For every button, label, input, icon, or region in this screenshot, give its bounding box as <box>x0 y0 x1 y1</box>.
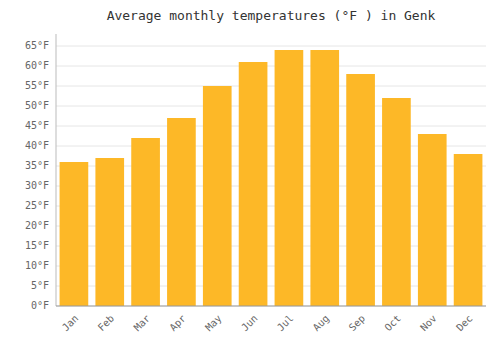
grid-line <box>56 106 486 107</box>
bar <box>454 154 483 306</box>
y-tick-label: 55°F <box>25 80 49 91</box>
bar <box>418 134 447 306</box>
y-tick-label: 45°F <box>25 120 49 131</box>
x-tick-label: Jan <box>60 313 81 334</box>
x-tick-label: Oct <box>382 313 403 334</box>
chart: 0°F 5°F 10°F 15°F 20°F 25°F 30°F 35°F 40°F 45°F 50… <box>0 0 500 350</box>
grid-line <box>56 46 486 47</box>
x-tick-label: Mar <box>132 313 153 334</box>
y-tick-label: 35°F <box>25 160 49 171</box>
y-tick-label: 65°F <box>25 40 49 51</box>
y-tick-label: 0°F <box>31 300 49 311</box>
y-tick-label: 40°F <box>25 140 49 151</box>
bar <box>60 162 89 306</box>
x-tick-label: Jun <box>239 313 260 334</box>
grid-line <box>56 66 486 67</box>
bar <box>167 118 196 306</box>
x-tick-label: Sep <box>347 313 368 334</box>
title: Average monthly temperatures (°F ) in Ge… <box>107 8 436 23</box>
y-tick-label: 60°F <box>25 60 49 71</box>
x-tick-label: Jul <box>275 313 296 334</box>
x-tick-label: May <box>203 313 224 334</box>
y-tick-label: 15°F <box>25 240 49 251</box>
x-tick-label: Apr <box>167 313 188 334</box>
y-tick-label: 50°F <box>25 100 49 111</box>
grid-line <box>56 306 486 307</box>
x-axis-line <box>56 306 486 307</box>
x-axis: Jan Feb Mar Apr May Jun Jul Aug Sep Oct Nov Dec <box>56 306 486 333</box>
bar <box>203 86 232 306</box>
bar <box>95 158 124 306</box>
grid <box>56 46 486 306</box>
x-tick-label: Feb <box>96 313 117 334</box>
y-axis-line <box>56 34 57 306</box>
y-tick-label: 20°F <box>25 220 49 231</box>
y-tick-label: 25°F <box>25 200 49 211</box>
bar <box>310 50 339 306</box>
chart-container: 0°F 5°F 10°F 15°F 20°F 25°F 30°F 35°F 40°F 45°F 50… <box>0 0 500 350</box>
bar <box>239 62 268 306</box>
y-tick-label: 30°F <box>25 180 49 191</box>
x-tick-label: Dec <box>454 313 475 334</box>
bar <box>131 138 160 306</box>
bar <box>346 74 375 306</box>
x-tick-label: Aug <box>311 313 332 334</box>
y-axis: 0°F 5°F 10°F 15°F 20°F 25°F 30°F 35°F 40°F 45°F 50… <box>25 34 56 311</box>
x-tick-label: Nov <box>418 313 439 334</box>
bar <box>382 98 411 306</box>
grid-line <box>56 86 486 87</box>
y-tick-label: 10°F <box>25 260 49 271</box>
bars <box>60 50 483 306</box>
bar <box>275 50 304 306</box>
grid-line <box>56 126 486 127</box>
y-tick-label: 5°F <box>31 280 49 291</box>
